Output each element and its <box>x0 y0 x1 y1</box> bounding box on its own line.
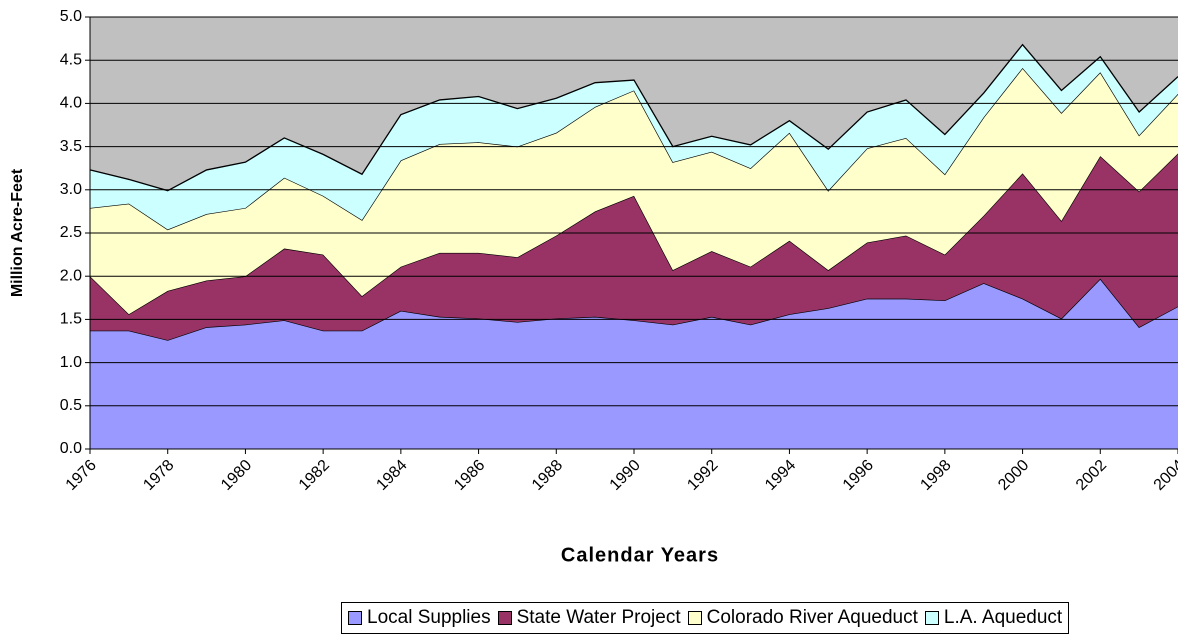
legend-swatch <box>924 611 939 625</box>
legend-item: L.A. Aqueduct <box>924 607 1063 629</box>
legend: Local Supplies State Water Project Colorad… <box>341 602 1070 634</box>
legend-item: Local Supplies <box>348 607 491 629</box>
area <box>90 153 1178 341</box>
area <box>90 44 1178 230</box>
y-tick-label: 4.5 <box>60 51 82 68</box>
legend-item: State Water Project <box>497 607 681 629</box>
legend-label: Colorado River Aqueduct <box>706 607 918 628</box>
legend-label: L.A. Aqueduct <box>943 607 1063 628</box>
x-tick-label: 1984 <box>373 457 410 494</box>
x-tick-label: 1986 <box>451 457 488 494</box>
y-tick-label: 5.0 <box>60 8 82 25</box>
y-tick-label: 1.5 <box>60 311 82 328</box>
x-tick-label: 1996 <box>840 457 877 494</box>
legend-swatch <box>687 611 702 625</box>
x-tick-label: 1992 <box>684 457 721 494</box>
x-tick-label: 1988 <box>529 457 566 494</box>
y-tick-label: 4.0 <box>60 95 82 112</box>
x-tick-label: 2004 <box>1151 457 1178 494</box>
x-tick-label: 1976 <box>63 457 100 494</box>
x-tick-label: 1994 <box>762 457 799 494</box>
y-tick-label: 1.0 <box>60 354 82 371</box>
x-tick-label: 1978 <box>140 457 177 494</box>
legend-swatch <box>348 611 362 625</box>
y-tick-label: 0.0 <box>60 440 82 457</box>
x-tick-label: 2002 <box>1073 457 1110 494</box>
area <box>90 67 1178 315</box>
x-tick-label: 1990 <box>607 457 644 494</box>
y-tick-label: 0.5 <box>60 397 82 414</box>
x-tick-label: 1980 <box>218 457 255 494</box>
area <box>90 278 1178 449</box>
y-axis-label: Million Acre-Feet <box>9 168 26 297</box>
legend-swatch <box>497 611 512 625</box>
x-tick-label: 2000 <box>995 457 1032 494</box>
y-tick-label: 2.0 <box>60 267 82 284</box>
legend-label: State Water Project <box>516 607 681 628</box>
y-tick-label: 2.5 <box>60 224 82 241</box>
y-tick-label: 3.0 <box>60 181 82 198</box>
legend-label: Local Supplies <box>367 607 491 628</box>
legend-item: Colorado River Aqueduct <box>687 607 918 629</box>
x-tick-label: 1998 <box>917 457 954 494</box>
area-outline <box>89 43 1178 192</box>
x-tick-label: 1982 <box>296 457 333 494</box>
y-tick-label: 3.5 <box>60 138 82 155</box>
x-axis-label: Calendar Years <box>561 544 719 566</box>
